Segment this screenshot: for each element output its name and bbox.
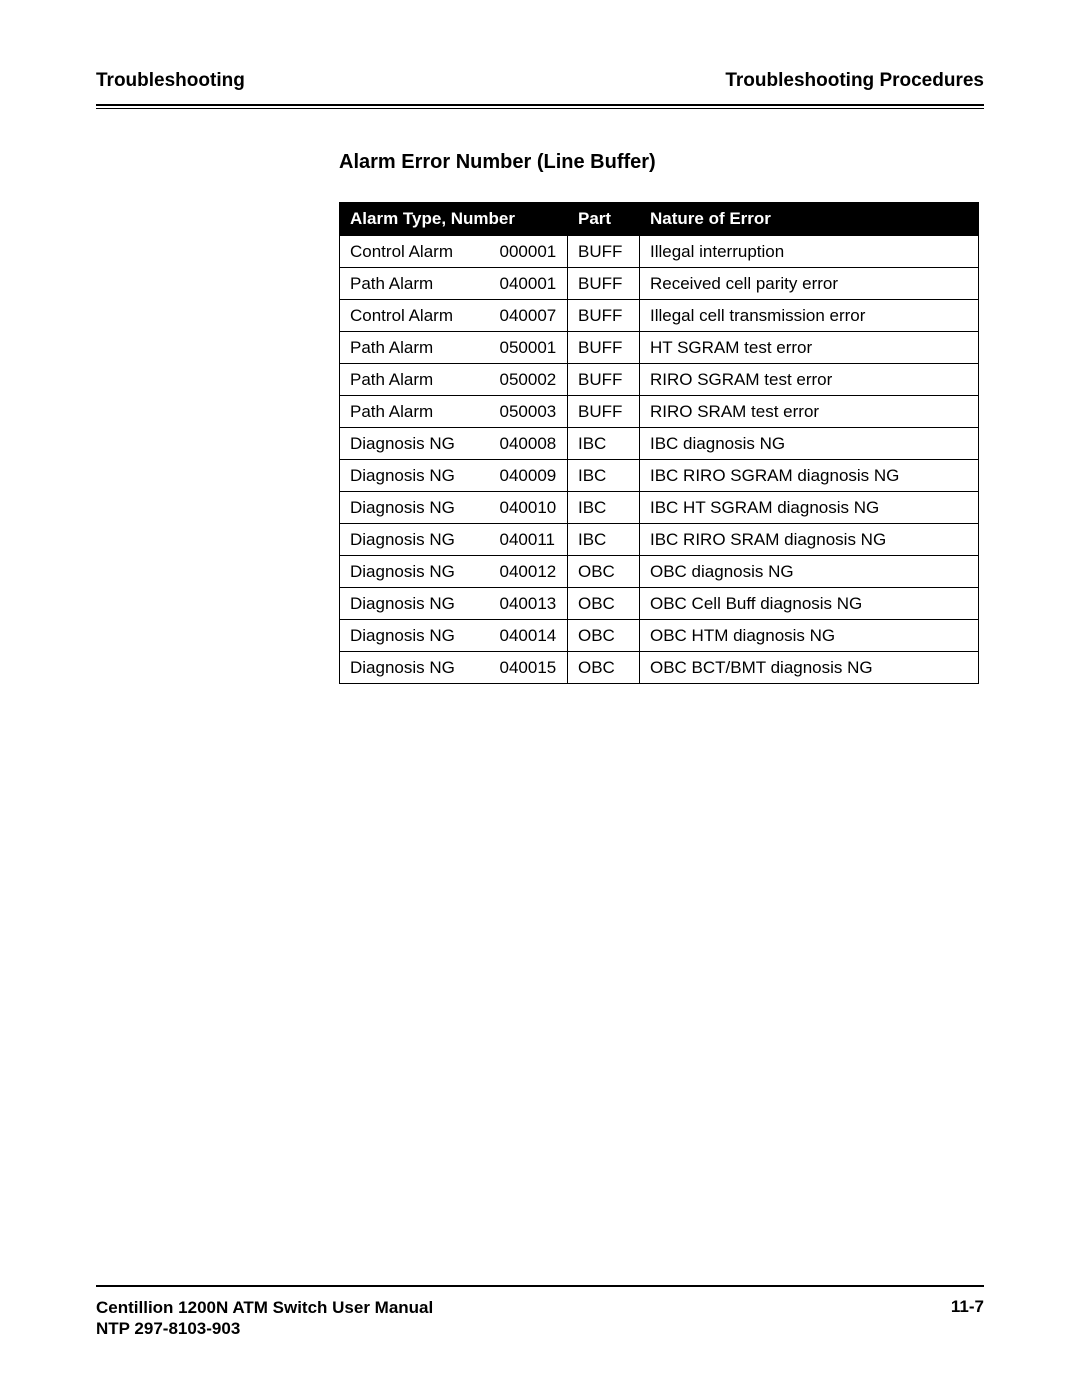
cell-part: IBC (568, 492, 640, 524)
cell-alarm-type: Diagnosis NG (340, 492, 490, 524)
cell-part: OBC (568, 620, 640, 652)
cell-alarm-type: Diagnosis NG (340, 524, 490, 556)
cell-alarm-number: 040012 (490, 556, 568, 588)
footer-manual: Centillion 1200N ATM Switch User Manual (96, 1297, 433, 1318)
cell-part: OBC (568, 588, 640, 620)
header-right: Troubleshooting Procedures (725, 70, 984, 92)
cell-alarm-number: 040010 (490, 492, 568, 524)
footer-page-number: 11-7 (951, 1297, 984, 1317)
cell-alarm-number: 050003 (490, 396, 568, 428)
cell-error: IBC HT SGRAM diagnosis NG (640, 492, 979, 524)
cell-alarm-type: Control Alarm (340, 236, 490, 268)
header-rule (96, 104, 984, 109)
cell-alarm-type: Control Alarm (340, 300, 490, 332)
table-row: Path Alarm040001BUFFReceived cell parity… (340, 268, 979, 300)
cell-alarm-type: Path Alarm (340, 332, 490, 364)
col-header-part: Part (568, 203, 640, 236)
cell-error: OBC Cell Buff diagnosis NG (640, 588, 979, 620)
table-header-row: Alarm Type, Number Part Nature of Error (340, 203, 979, 236)
cell-alarm-type: Diagnosis NG (340, 620, 490, 652)
table-row: Diagnosis NG040008IBCIBC diagnosis NG (340, 428, 979, 460)
col-header-error: Nature of Error (640, 203, 979, 236)
table-row: Control Alarm000001BUFFIllegal interrupt… (340, 236, 979, 268)
cell-alarm-number: 040007 (490, 300, 568, 332)
cell-alarm-type: Diagnosis NG (340, 556, 490, 588)
table-row: Path Alarm050003BUFFRIRO SRAM test error (340, 396, 979, 428)
cell-part: BUFF (568, 396, 640, 428)
cell-part: BUFF (568, 332, 640, 364)
col-header-type-number: Alarm Type, Number (340, 203, 568, 236)
cell-error: RIRO SRAM test error (640, 396, 979, 428)
cell-error: IBC diagnosis NG (640, 428, 979, 460)
cell-alarm-number: 040001 (490, 268, 568, 300)
table-row: Diagnosis NG040009IBCIBC RIRO SGRAM diag… (340, 460, 979, 492)
cell-error: Illegal interruption (640, 236, 979, 268)
cell-part: IBC (568, 524, 640, 556)
cell-part: BUFF (568, 364, 640, 396)
table-row: Diagnosis NG040012OBCOBC diagnosis NG (340, 556, 979, 588)
cell-alarm-type: Path Alarm (340, 364, 490, 396)
section-title: Alarm Error Number (Line Buffer) (339, 151, 984, 174)
cell-error: Illegal cell transmission error (640, 300, 979, 332)
cell-alarm-type: Diagnosis NG (340, 588, 490, 620)
page-header: Troubleshooting Troubleshooting Procedur… (96, 70, 984, 104)
cell-part: IBC (568, 460, 640, 492)
cell-part: OBC (568, 652, 640, 684)
cell-alarm-type: Diagnosis NG (340, 652, 490, 684)
cell-error: Received cell parity error (640, 268, 979, 300)
table-row: Diagnosis NG040015OBCOBC BCT/BMT diagnos… (340, 652, 979, 684)
alarm-error-table: Alarm Type, Number Part Nature of Error … (339, 202, 979, 684)
cell-alarm-number: 040008 (490, 428, 568, 460)
cell-error: RIRO SGRAM test error (640, 364, 979, 396)
cell-error: OBC BCT/BMT diagnosis NG (640, 652, 979, 684)
cell-alarm-type: Path Alarm (340, 396, 490, 428)
footer-rule (96, 1285, 984, 1287)
cell-alarm-number: 050002 (490, 364, 568, 396)
table-row: Control Alarm040007BUFFIllegal cell tran… (340, 300, 979, 332)
cell-part: IBC (568, 428, 640, 460)
table-row: Diagnosis NG040011IBCIBC RIRO SRAM diagn… (340, 524, 979, 556)
cell-alarm-type: Diagnosis NG (340, 460, 490, 492)
cell-alarm-number: 040013 (490, 588, 568, 620)
cell-error: OBC HTM diagnosis NG (640, 620, 979, 652)
cell-part: BUFF (568, 268, 640, 300)
cell-part: BUFF (568, 236, 640, 268)
cell-error: OBC diagnosis NG (640, 556, 979, 588)
cell-alarm-type: Path Alarm (340, 268, 490, 300)
cell-alarm-number: 050001 (490, 332, 568, 364)
cell-alarm-number: 040015 (490, 652, 568, 684)
cell-error: IBC RIRO SRAM diagnosis NG (640, 524, 979, 556)
cell-part: BUFF (568, 300, 640, 332)
table-row: Diagnosis NG040014OBCOBC HTM diagnosis N… (340, 620, 979, 652)
table-row: Diagnosis NG040013OBCOBC Cell Buff diagn… (340, 588, 979, 620)
cell-part: OBC (568, 556, 640, 588)
cell-alarm-number: 000001 (490, 236, 568, 268)
header-left: Troubleshooting (96, 70, 245, 92)
table-row: Path Alarm050001BUFFHT SGRAM test error (340, 332, 979, 364)
cell-alarm-number: 040011 (490, 524, 568, 556)
cell-alarm-number: 040009 (490, 460, 568, 492)
cell-alarm-number: 040014 (490, 620, 568, 652)
page-footer: Centillion 1200N ATM Switch User Manual … (96, 1285, 984, 1340)
cell-error: IBC RIRO SGRAM diagnosis NG (640, 460, 979, 492)
footer-ntp: NTP 297-8103-903 (96, 1318, 433, 1339)
table-row: Path Alarm050002BUFFRIRO SGRAM test erro… (340, 364, 979, 396)
cell-alarm-type: Diagnosis NG (340, 428, 490, 460)
table-row: Diagnosis NG040010IBCIBC HT SGRAM diagno… (340, 492, 979, 524)
cell-error: HT SGRAM test error (640, 332, 979, 364)
